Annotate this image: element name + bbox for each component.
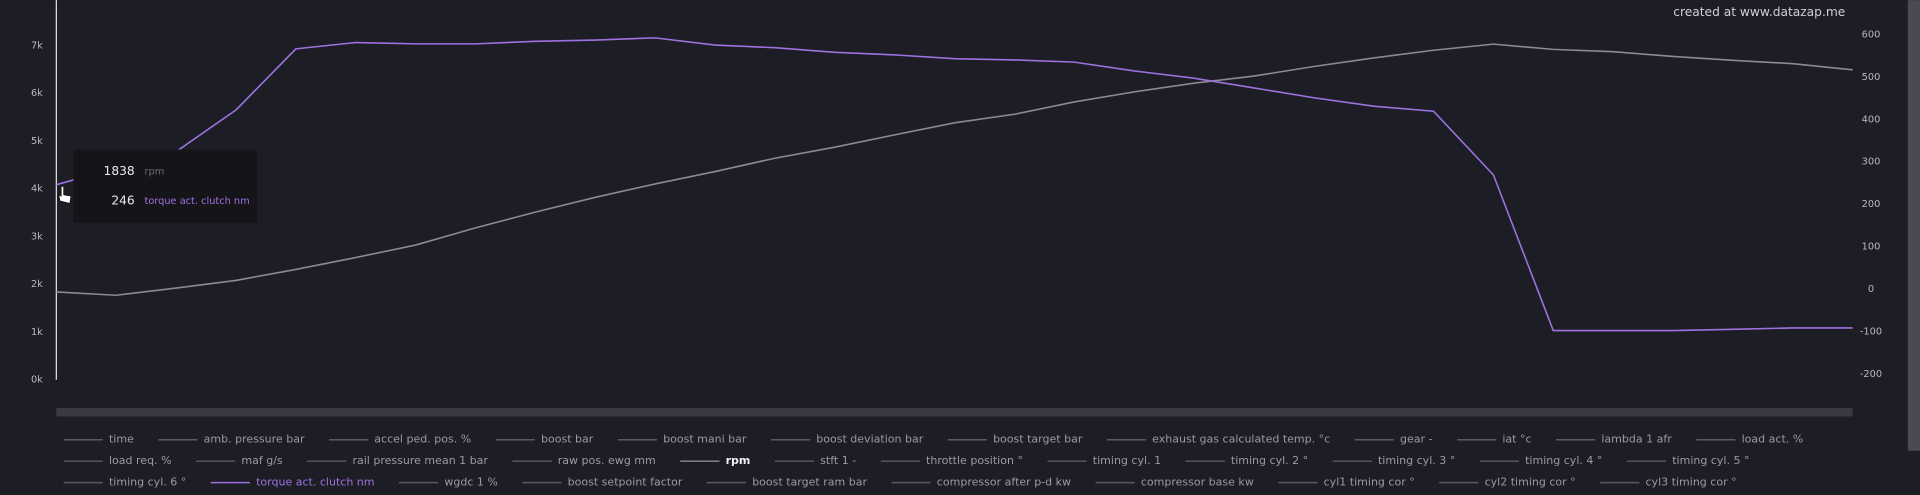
legend-item[interactable]: exhaust gas calculated temp. °c bbox=[1106, 433, 1330, 446]
legend-label: boost mani bar bbox=[663, 433, 747, 446]
legend-label: raw pos. ewg mm bbox=[558, 454, 656, 467]
legend-label: torque act. clutch nm bbox=[256, 476, 374, 489]
y-tick-label: 6k bbox=[31, 88, 43, 99]
legend-item[interactable]: lambda 1 afr bbox=[1556, 433, 1672, 446]
legend-item[interactable]: maf g/s bbox=[196, 454, 283, 467]
y2-tick-label: 400 bbox=[1862, 114, 1881, 125]
legend-item[interactable]: stft 1 - bbox=[774, 454, 856, 467]
y2-tick-label: 100 bbox=[1862, 242, 1881, 253]
legend-item[interactable]: compressor base kw bbox=[1095, 476, 1254, 489]
legend-item[interactable]: rpm bbox=[680, 454, 750, 467]
legend-label: timing cyl. 5 ° bbox=[1672, 454, 1749, 467]
legend-label: load req. % bbox=[109, 454, 172, 467]
tooltip-label: torque act. clutch nm bbox=[144, 196, 249, 207]
y-tick-label: 0k bbox=[31, 375, 43, 386]
series-line bbox=[56, 43, 1853, 297]
legend-item[interactable]: timing cyl. 6 ° bbox=[63, 476, 187, 489]
y2-tick-label: 0 bbox=[1868, 284, 1874, 295]
legend-item[interactable]: load act. % bbox=[1696, 433, 1803, 446]
y-tick-label: 5k bbox=[31, 136, 43, 147]
legend-label: boost target bar bbox=[993, 433, 1083, 446]
legend-label: lambda 1 afr bbox=[1601, 433, 1672, 446]
legend-item[interactable]: time bbox=[63, 433, 134, 446]
legend-item[interactable]: timing cyl. 1 bbox=[1047, 454, 1161, 467]
legend-label: timing cyl. 2 ° bbox=[1231, 454, 1308, 467]
legend-item[interactable]: raw pos. ewg mm bbox=[512, 454, 656, 467]
legend-label: boost bar bbox=[541, 433, 594, 446]
tooltip-box bbox=[73, 149, 258, 224]
legend-item[interactable]: boost target bar bbox=[947, 433, 1083, 446]
legend-item[interactable]: throttle position ° bbox=[880, 454, 1023, 467]
legend-label: iat °c bbox=[1502, 433, 1531, 446]
y-tick-label: 2k bbox=[31, 279, 43, 290]
y-tick-label: 3k bbox=[31, 232, 43, 243]
legend-label: accel ped. pos. % bbox=[374, 433, 471, 446]
page-scrollbar[interactable] bbox=[1907, 0, 1920, 451]
legend-label: time bbox=[109, 433, 134, 446]
legend-item[interactable]: accel ped. pos. % bbox=[328, 433, 471, 446]
legend-item[interactable]: timing cyl. 3 ° bbox=[1332, 454, 1456, 467]
legend-item[interactable]: load req. % bbox=[63, 454, 172, 467]
legend-item[interactable]: cyl3 timing cor ° bbox=[1600, 476, 1737, 489]
y2-tick-label: 300 bbox=[1862, 157, 1881, 168]
legend-item[interactable]: boost mani bar bbox=[617, 433, 747, 446]
legend-item[interactable]: wgdc 1 % bbox=[399, 476, 498, 489]
y-tick-label: 7k bbox=[31, 41, 43, 52]
legend-item[interactable]: boost bar bbox=[495, 433, 594, 446]
legend-label: rpm bbox=[726, 454, 751, 467]
legend-item[interactable]: compressor after p-d kw bbox=[891, 476, 1071, 489]
legend-label: stft 1 - bbox=[820, 454, 856, 467]
y2-tick-label: 500 bbox=[1862, 72, 1881, 83]
y2-tick-label: -200 bbox=[1860, 369, 1882, 380]
x-scrollbar[interactable] bbox=[56, 407, 1853, 417]
tooltip-value: 246 bbox=[111, 193, 135, 207]
legend-item[interactable]: gear - bbox=[1354, 433, 1433, 446]
legend-label: exhaust gas calculated temp. °c bbox=[1152, 433, 1330, 446]
legend-item[interactable]: cyl2 timing cor ° bbox=[1439, 476, 1576, 489]
legend-label: cyl1 timing cor ° bbox=[1324, 476, 1415, 489]
series-line bbox=[56, 37, 1853, 332]
tooltip-label: rpm bbox=[144, 167, 164, 178]
legend-label: boost target ram bar bbox=[752, 476, 867, 489]
legend-item[interactable]: amb. pressure bar bbox=[158, 433, 305, 446]
legend-item[interactable]: timing cyl. 2 ° bbox=[1185, 454, 1309, 467]
legend-item[interactable]: boost setpoint factor bbox=[522, 476, 683, 489]
legend-label: maf g/s bbox=[241, 454, 283, 467]
legend-label: timing cyl. 1 bbox=[1093, 454, 1161, 467]
legend-label: timing cyl. 6 ° bbox=[109, 476, 186, 489]
legend-label: cyl3 timing cor ° bbox=[1646, 476, 1737, 489]
legend-label: boost deviation bar bbox=[816, 433, 923, 446]
legend-label: wgdc 1 % bbox=[444, 476, 498, 489]
legend-item[interactable]: timing cyl. 5 ° bbox=[1626, 454, 1750, 467]
legend-label: amb. pressure bar bbox=[204, 433, 305, 446]
legend-label: timing cyl. 3 ° bbox=[1378, 454, 1455, 467]
legend-label: timing cyl. 4 ° bbox=[1525, 454, 1602, 467]
legend-item[interactable]: rail pressure mean 1 bar bbox=[307, 454, 488, 467]
legend-item[interactable]: boost deviation bar bbox=[770, 433, 924, 446]
cursor-hand bbox=[58, 185, 72, 204]
y-tick-label: 1k bbox=[31, 327, 43, 338]
legend-label: throttle position ° bbox=[926, 454, 1023, 467]
tooltip-value: 1838 bbox=[104, 164, 135, 178]
legend-item[interactable]: torque act. clutch nm bbox=[210, 476, 375, 489]
y2-tick-label: 200 bbox=[1862, 199, 1881, 210]
watermark: created at www.datazap.me bbox=[1673, 5, 1845, 19]
legend-item[interactable]: cyl1 timing cor ° bbox=[1278, 476, 1415, 489]
y-tick-label: 4k bbox=[31, 184, 43, 195]
legend-item[interactable]: timing cyl. 4 ° bbox=[1479, 454, 1603, 467]
legend-label: compressor after p-d kw bbox=[937, 476, 1071, 489]
y2-tick-label: -100 bbox=[1860, 326, 1882, 337]
legend-item[interactable]: iat °c bbox=[1457, 433, 1532, 446]
legend-label: boost setpoint factor bbox=[568, 476, 683, 489]
legend-label: load act. % bbox=[1742, 433, 1804, 446]
legend-label: rail pressure mean 1 bar bbox=[352, 454, 488, 467]
legend-item[interactable]: boost target ram bar bbox=[706, 476, 868, 489]
legend-label: compressor base kw bbox=[1141, 476, 1254, 489]
legend-label: cyl2 timing cor ° bbox=[1485, 476, 1576, 489]
legend-label: gear - bbox=[1400, 433, 1433, 446]
y2-tick-label: 600 bbox=[1862, 30, 1881, 41]
